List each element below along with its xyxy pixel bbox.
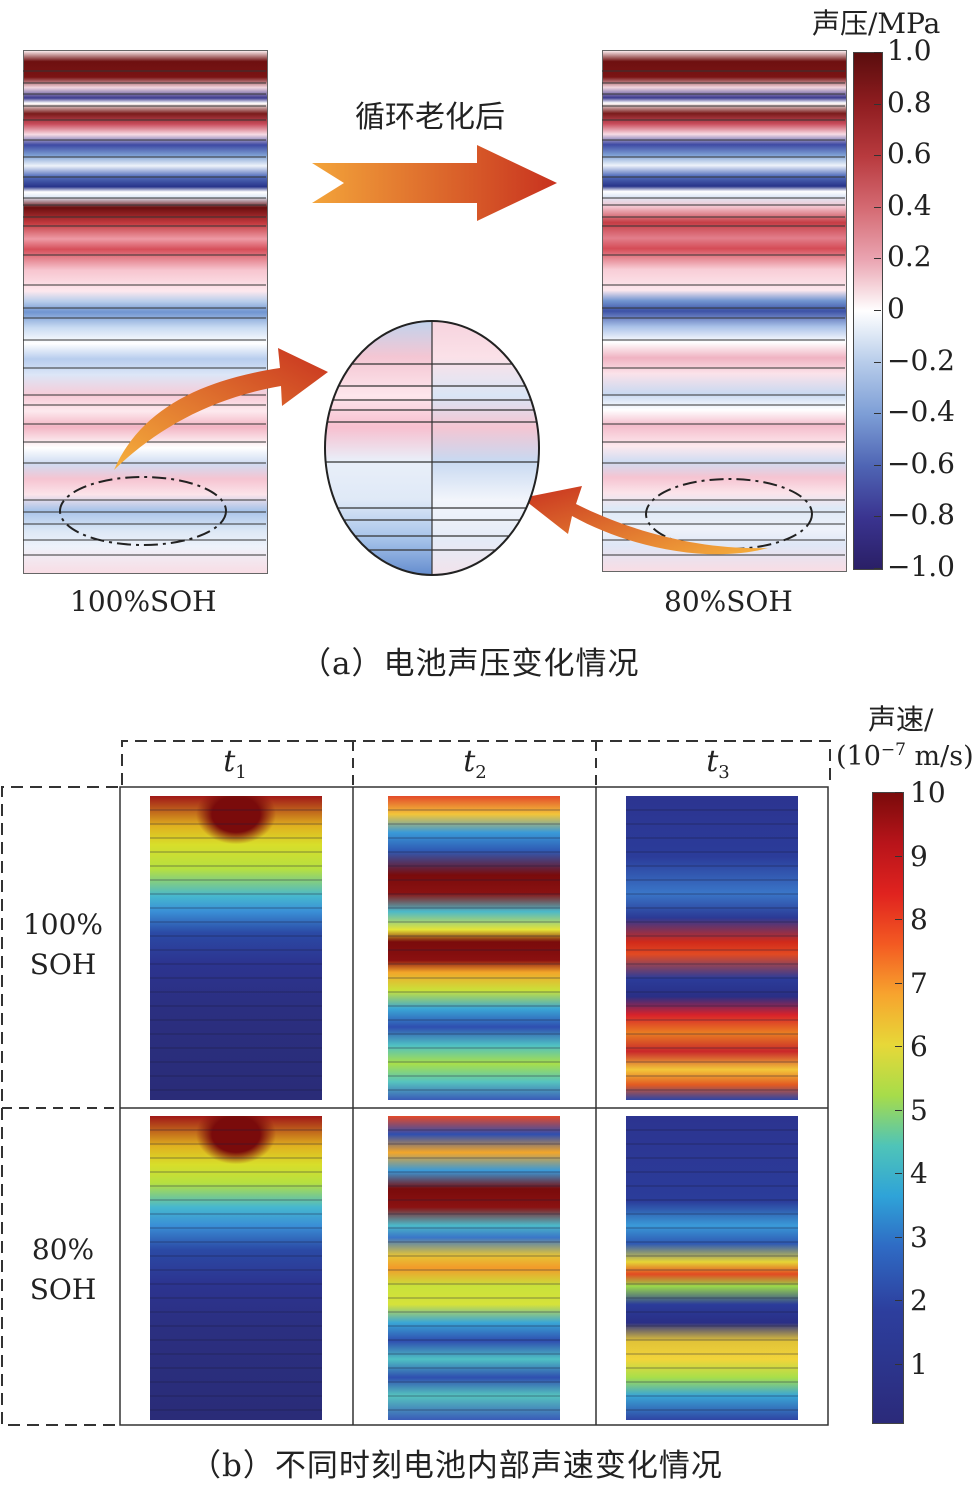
velocity-tick-mark	[895, 982, 902, 984]
pressure-tick-mark	[874, 516, 881, 518]
pressure-tick-mark	[874, 155, 881, 157]
velocity-tick-label: 4	[910, 1157, 928, 1190]
pressure-tick-label: 0.6	[887, 137, 932, 171]
aging-arrow-icon	[312, 145, 557, 221]
velocity-colorbar	[872, 792, 904, 1424]
velocity-tick-mark	[895, 919, 902, 920]
col-header-t2: t2	[463, 744, 487, 783]
row-header-80soh: 80% SOH	[29, 1233, 97, 1306]
pressure-tick-label: −1.0	[887, 550, 955, 583]
label-100soh: 100%SOH	[70, 585, 217, 618]
pressure-tick-mark	[874, 413, 881, 415]
pressure-tick-mark	[874, 103, 881, 105]
velocity-tick-label: 3	[910, 1220, 928, 1254]
pressure-tick-mark	[874, 310, 881, 311]
velocity-tick-mark	[895, 792, 902, 793]
col-header-t1: t1	[223, 744, 247, 783]
pressure-tick-mark	[874, 52, 881, 53]
velocity-field-80soh-t2	[388, 1116, 560, 1420]
velocity-tick-mark	[895, 1109, 902, 1111]
velocity-tick-label: 9	[910, 839, 928, 873]
velocity-tick-label: 5	[910, 1093, 928, 1127]
velocity-field-100soh-t2	[388, 796, 560, 1100]
pressure-tick-mark	[874, 258, 881, 260]
velocity-tick-label: 2	[910, 1284, 928, 1317]
velocity-cbar-title-line2: (10−7 m/s)	[836, 740, 974, 772]
velocity-field-80soh-t3	[626, 1116, 798, 1420]
highlight-ellipse-right	[645, 478, 813, 550]
velocity-tick-label: 1	[910, 1347, 928, 1381]
velocity-grid-frame	[1, 740, 831, 1426]
pressure-tick-label: 1.0	[887, 34, 932, 67]
velocity-field-80soh-t1	[150, 1116, 322, 1420]
row-header-100soh: 100% SOH	[22, 908, 104, 981]
caption-b: （b）不同时刻电池内部声速变化情况	[190, 1448, 723, 1484]
pressure-field-100soh-layers	[23, 70, 266, 556]
velocity-tick-label: 10	[910, 776, 946, 809]
velocity-cbar-title-line1: 声速/	[868, 703, 934, 736]
velocity-tick-mark	[895, 1363, 902, 1365]
velocity-field-100soh-t1	[150, 796, 322, 1100]
pressure-tick-label: 0.2	[887, 240, 932, 274]
pressure-cbar-title: 声压/MPa	[812, 7, 941, 40]
velocity-tick-mark	[895, 1300, 902, 1301]
curved-arrow-left-icon	[114, 348, 328, 470]
velocity-tick-label: 6	[910, 1030, 928, 1063]
pressure-field-80soh	[602, 50, 847, 572]
pressure-field-80soh-layers	[602, 70, 845, 556]
pressure-tick-label: −0.8	[887, 498, 955, 532]
pressure-tick-label: 0.8	[887, 85, 932, 119]
velocity-tick-mark	[895, 1046, 902, 1047]
velocity-tick-mark	[895, 1173, 902, 1174]
pressure-field-100soh	[23, 50, 268, 574]
highlight-ellipse-left	[59, 476, 227, 546]
col-header-t3: t3	[706, 744, 730, 783]
pressure-tick-label: 0	[887, 292, 905, 325]
pressure-tick-mark	[874, 206, 881, 208]
pressure-tick-mark	[874, 568, 881, 569]
label-80soh: 80%SOH	[664, 585, 793, 618]
curved-arrow-right-icon	[522, 486, 768, 555]
pressure-tick-label: −0.2	[887, 343, 955, 377]
velocity-field-100soh-t3	[626, 796, 798, 1100]
pressure-tick-label: −0.4	[887, 395, 955, 429]
velocity-tick-mark	[895, 855, 902, 857]
pressure-colorbar	[853, 52, 883, 570]
velocity-tick-label: 8	[910, 903, 928, 936]
arrow-label-text: 循环老化后	[355, 100, 505, 135]
pressure-tick-label: 0.4	[887, 188, 932, 222]
pressure-tick-label: −0.6	[887, 446, 955, 480]
velocity-tick-label: 7	[910, 966, 928, 1000]
velocity-tick-mark	[895, 1236, 902, 1238]
magnified-circle	[324, 320, 540, 576]
pressure-tick-mark	[874, 361, 881, 363]
pressure-tick-mark	[874, 464, 881, 466]
caption-a: （a）电池声压变化情况	[300, 646, 640, 682]
